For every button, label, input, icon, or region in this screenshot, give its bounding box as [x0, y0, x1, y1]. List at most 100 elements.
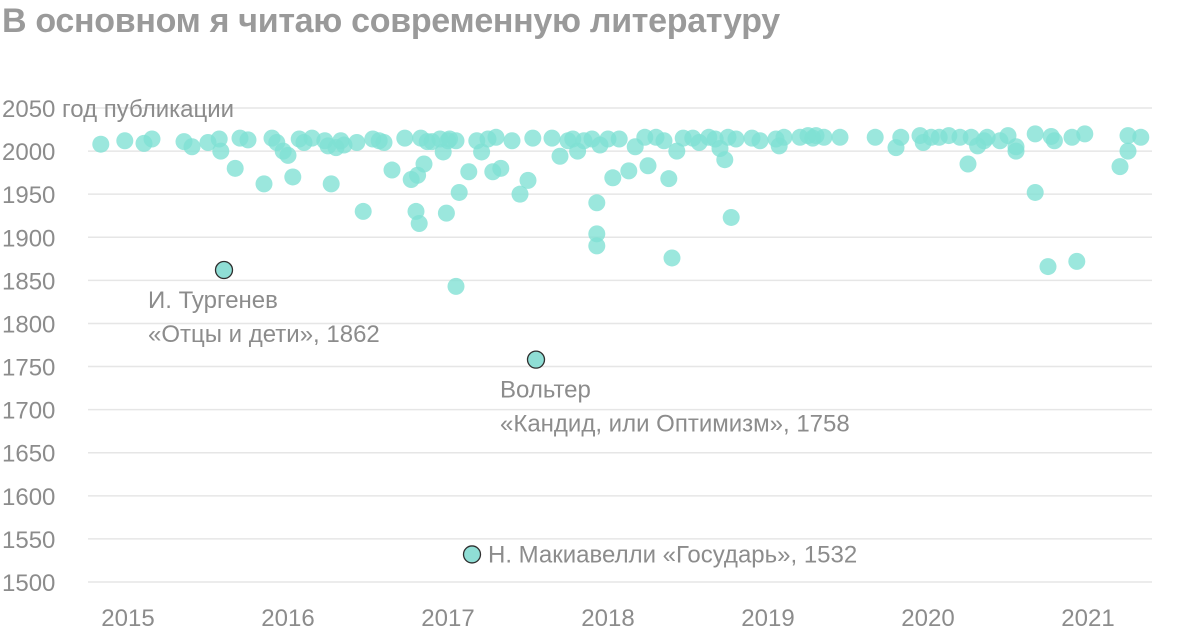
data-point: [212, 142, 230, 160]
data-point: [639, 157, 657, 175]
data-point: [1026, 183, 1044, 201]
annotation-label: «Кандид, или Оптимизм», 1758: [500, 411, 850, 438]
data-point: [255, 175, 273, 193]
data-point: [722, 208, 740, 226]
data-point: [116, 132, 134, 150]
data-point: [604, 169, 622, 187]
x-tick-label: 2016: [261, 605, 314, 632]
data-point: [610, 130, 628, 148]
x-tick-label: 2018: [581, 605, 634, 632]
data-point: [335, 136, 353, 154]
annotation-label: «Отцы и дети», 1862: [148, 321, 380, 348]
data-point: [322, 175, 340, 193]
data-point: [1119, 127, 1137, 145]
data-point: [354, 202, 372, 220]
y-tick-label: 1650: [2, 441, 55, 468]
data-point: [620, 162, 638, 180]
data-point: [279, 146, 297, 164]
y-tick-label: 2000: [2, 139, 55, 166]
annotations: И. Тургенев «Отцы и дети», 1862 Вольтер «Ка…: [148, 260, 857, 568]
data-point: [751, 132, 769, 150]
data-points: [92, 125, 1150, 295]
data-point: [588, 194, 606, 212]
data-point: [524, 129, 542, 147]
data-point: [1063, 128, 1081, 146]
data-point: [447, 132, 465, 150]
annotation-label: Н. Макиавелли «Государь», 1532: [488, 541, 857, 568]
data-point: [375, 133, 393, 151]
y-tick-label: 1500: [2, 570, 55, 597]
data-point: [588, 237, 606, 255]
data-point: [716, 151, 734, 169]
y-tick-label: 1800: [2, 311, 55, 338]
annotation-label: И. Тургенев: [148, 287, 278, 314]
x-tick-label: 2020: [901, 605, 954, 632]
highlight-point: [526, 350, 546, 369]
data-point: [92, 135, 110, 153]
data-point: [543, 129, 561, 147]
y-tick-label: 1850: [2, 268, 55, 295]
data-point: [447, 277, 465, 295]
data-point: [959, 155, 977, 173]
y-tick-label: 1950: [2, 182, 55, 209]
data-point: [383, 161, 401, 179]
data-point: [1076, 125, 1094, 143]
data-point: [1068, 252, 1086, 270]
data-point: [183, 138, 201, 156]
data-point: [831, 128, 849, 146]
data-point: [663, 249, 681, 267]
x-tick-label: 2017: [421, 605, 474, 632]
data-point: [1007, 142, 1025, 160]
data-point: [303, 129, 321, 147]
data-point: [775, 128, 793, 146]
data-point: [655, 132, 673, 150]
data-point: [1039, 258, 1057, 276]
data-point: [668, 142, 686, 160]
data-point: [410, 214, 428, 232]
data-point: [1119, 142, 1137, 160]
data-point: [487, 128, 505, 146]
data-point: [415, 155, 433, 173]
gridlines: [88, 107, 1152, 583]
y-tick-label: 1700: [2, 398, 55, 425]
data-point: [519, 171, 537, 189]
data-point: [492, 159, 510, 177]
highlight-point: [214, 260, 234, 280]
data-point: [239, 131, 257, 149]
data-point: [226, 159, 244, 177]
data-point: [1026, 125, 1044, 143]
y-tick-label: 1550: [2, 527, 55, 554]
data-point: [284, 168, 302, 186]
x-axis-ticks: 2015 2016 2017 2018 2019 2020 2021: [101, 605, 1114, 632]
data-point: [551, 147, 569, 165]
y-tick-label: 1900: [2, 225, 55, 252]
data-point: [1111, 158, 1129, 176]
data-point: [588, 225, 606, 243]
data-point: [503, 132, 521, 150]
data-point: [978, 128, 996, 146]
y-tick-label: 2050 год публикации: [2, 96, 234, 123]
x-tick-label: 2019: [741, 605, 794, 632]
data-point: [396, 129, 414, 147]
data-point: [437, 204, 455, 222]
x-tick-label: 2015: [101, 605, 154, 632]
y-axis-ticks: 2050 год публикации 2000 1950 1900 1850 1800 1…: [2, 96, 234, 597]
data-point: [511, 185, 529, 203]
data-point: [143, 130, 161, 148]
data-point: [460, 163, 478, 181]
data-point: [450, 183, 468, 201]
x-tick-label: 2021: [1061, 605, 1114, 632]
y-tick-label: 1750: [2, 355, 55, 382]
annotation-label: Вольтер: [500, 377, 591, 404]
y-tick-label: 1600: [2, 484, 55, 511]
data-point: [660, 170, 678, 188]
highlight-point: [462, 545, 482, 564]
data-point: [892, 128, 910, 146]
data-point: [815, 128, 833, 146]
data-point: [473, 143, 491, 161]
data-point: [348, 133, 366, 151]
data-point: [866, 128, 884, 146]
data-point: [727, 130, 745, 148]
data-point: [1132, 128, 1150, 146]
